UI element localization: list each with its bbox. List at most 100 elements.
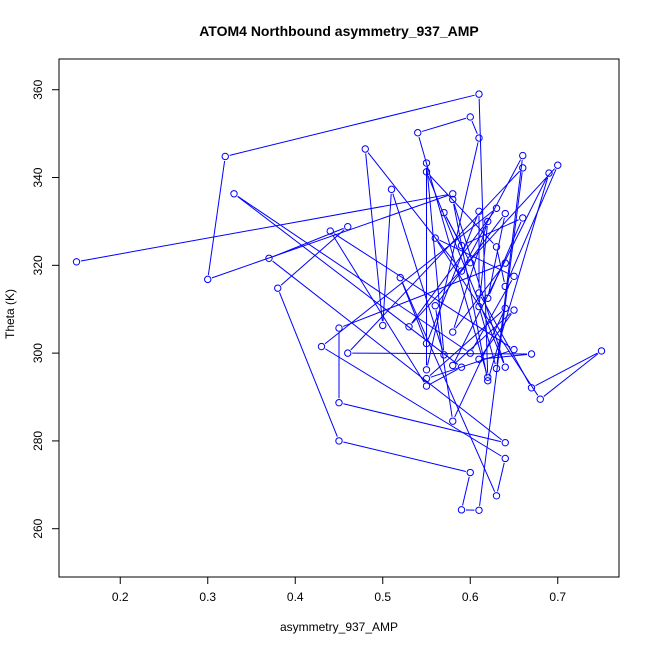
- x-axis-label: asymmetry_937_AMP: [280, 620, 398, 634]
- data-point: [422, 382, 431, 390]
- data-point: [466, 113, 474, 121]
- data-point: [519, 151, 527, 160]
- data-point: [72, 258, 81, 266]
- series-segment: [272, 227, 344, 258]
- data-point: [501, 454, 509, 463]
- data-point: [475, 302, 483, 311]
- series-segment: [365, 153, 383, 322]
- data-point: [317, 342, 326, 351]
- data-point: [405, 323, 413, 331]
- data-point: [501, 209, 509, 218]
- series-segment: [229, 94, 475, 156]
- data-point: [387, 185, 396, 194]
- series-segment: [427, 215, 478, 340]
- y-tick-label: 280: [31, 431, 45, 451]
- series-segment: [343, 441, 466, 472]
- series-segment: [496, 251, 505, 283]
- series-segment: [325, 348, 502, 457]
- data-point: [484, 217, 492, 226]
- data-point: [519, 214, 527, 222]
- series-segment: [483, 353, 528, 360]
- series-segment: [488, 217, 505, 294]
- data-point: [361, 145, 369, 153]
- data-point: [466, 468, 474, 477]
- series-segment: [367, 152, 460, 268]
- data-point: [422, 168, 431, 176]
- y-tick-label: 360: [31, 79, 45, 99]
- data-point: [344, 222, 352, 231]
- series-segment: [429, 310, 503, 376]
- series-segment: [426, 167, 445, 351]
- series-segment: [207, 160, 226, 275]
- data-point: [422, 366, 431, 374]
- data-point: [492, 492, 501, 500]
- x-tick-label: 0.3: [199, 590, 216, 604]
- series-segment: [454, 312, 504, 418]
- series-segment: [352, 352, 528, 355]
- data-point: [422, 374, 431, 383]
- series-segment: [237, 195, 467, 352]
- data-point: [501, 282, 509, 291]
- series-segment: [437, 241, 539, 396]
- data-point: [344, 349, 352, 357]
- y-tick-label: 300: [31, 343, 45, 363]
- series-segment: [453, 203, 488, 377]
- series-segment: [392, 193, 444, 351]
- series-segment: [324, 210, 494, 345]
- series-segment: [472, 279, 513, 350]
- data-point: [475, 90, 483, 98]
- y-axis: 260 280 300 320 340 360: [31, 79, 59, 539]
- series-segment: [465, 219, 519, 245]
- series-segment: [429, 174, 494, 244]
- series-segment: [343, 264, 502, 327]
- data-point: [475, 207, 483, 216]
- series-segment: [462, 476, 470, 506]
- series-segment: [411, 168, 556, 324]
- series-segment: [489, 221, 522, 295]
- series-segment: [332, 234, 425, 383]
- series-segment: [401, 281, 426, 340]
- series-segment: [455, 312, 511, 363]
- series-segment: [427, 175, 505, 364]
- data-point: [326, 227, 334, 235]
- series-segment: [272, 260, 503, 441]
- series-segment: [430, 350, 510, 378]
- x-tick-label: 0.7: [549, 590, 566, 604]
- series-segment: [463, 159, 522, 268]
- x-tick-label: 0.5: [374, 590, 391, 604]
- data-point: [414, 129, 422, 137]
- data-point: [492, 204, 501, 212]
- y-tick-label: 320: [31, 255, 45, 275]
- series-segment: [496, 159, 523, 365]
- data-point: [501, 304, 509, 313]
- y-tick-label: 340: [31, 167, 45, 187]
- data-point: [221, 152, 229, 161]
- data-point: [466, 258, 474, 267]
- data-point: [475, 289, 483, 297]
- data-point: [274, 284, 282, 292]
- data-point: [475, 355, 483, 363]
- data-point: [501, 438, 509, 447]
- data-point: [422, 159, 431, 167]
- data-point: [510, 345, 518, 354]
- chart-title: ATOM4 Northbound asymmetry_937_AMP: [199, 23, 479, 39]
- data-point: [335, 437, 343, 445]
- series-segment: [237, 196, 459, 365]
- data-point: [510, 272, 518, 280]
- data-point: [457, 506, 466, 514]
- y-axis-label: Theta (K): [3, 289, 17, 339]
- data-point: [484, 294, 492, 302]
- data-point: [230, 190, 238, 198]
- data-point: [265, 254, 273, 262]
- data-point: [536, 395, 544, 403]
- data-point: [510, 306, 518, 314]
- data-point: [440, 351, 448, 359]
- data-point: [492, 243, 501, 251]
- data-point: [527, 350, 536, 358]
- series-segment: [421, 117, 467, 132]
- data-point: [449, 190, 457, 198]
- data-point: [554, 161, 562, 169]
- data-point: [204, 275, 212, 284]
- data-point: [545, 169, 553, 177]
